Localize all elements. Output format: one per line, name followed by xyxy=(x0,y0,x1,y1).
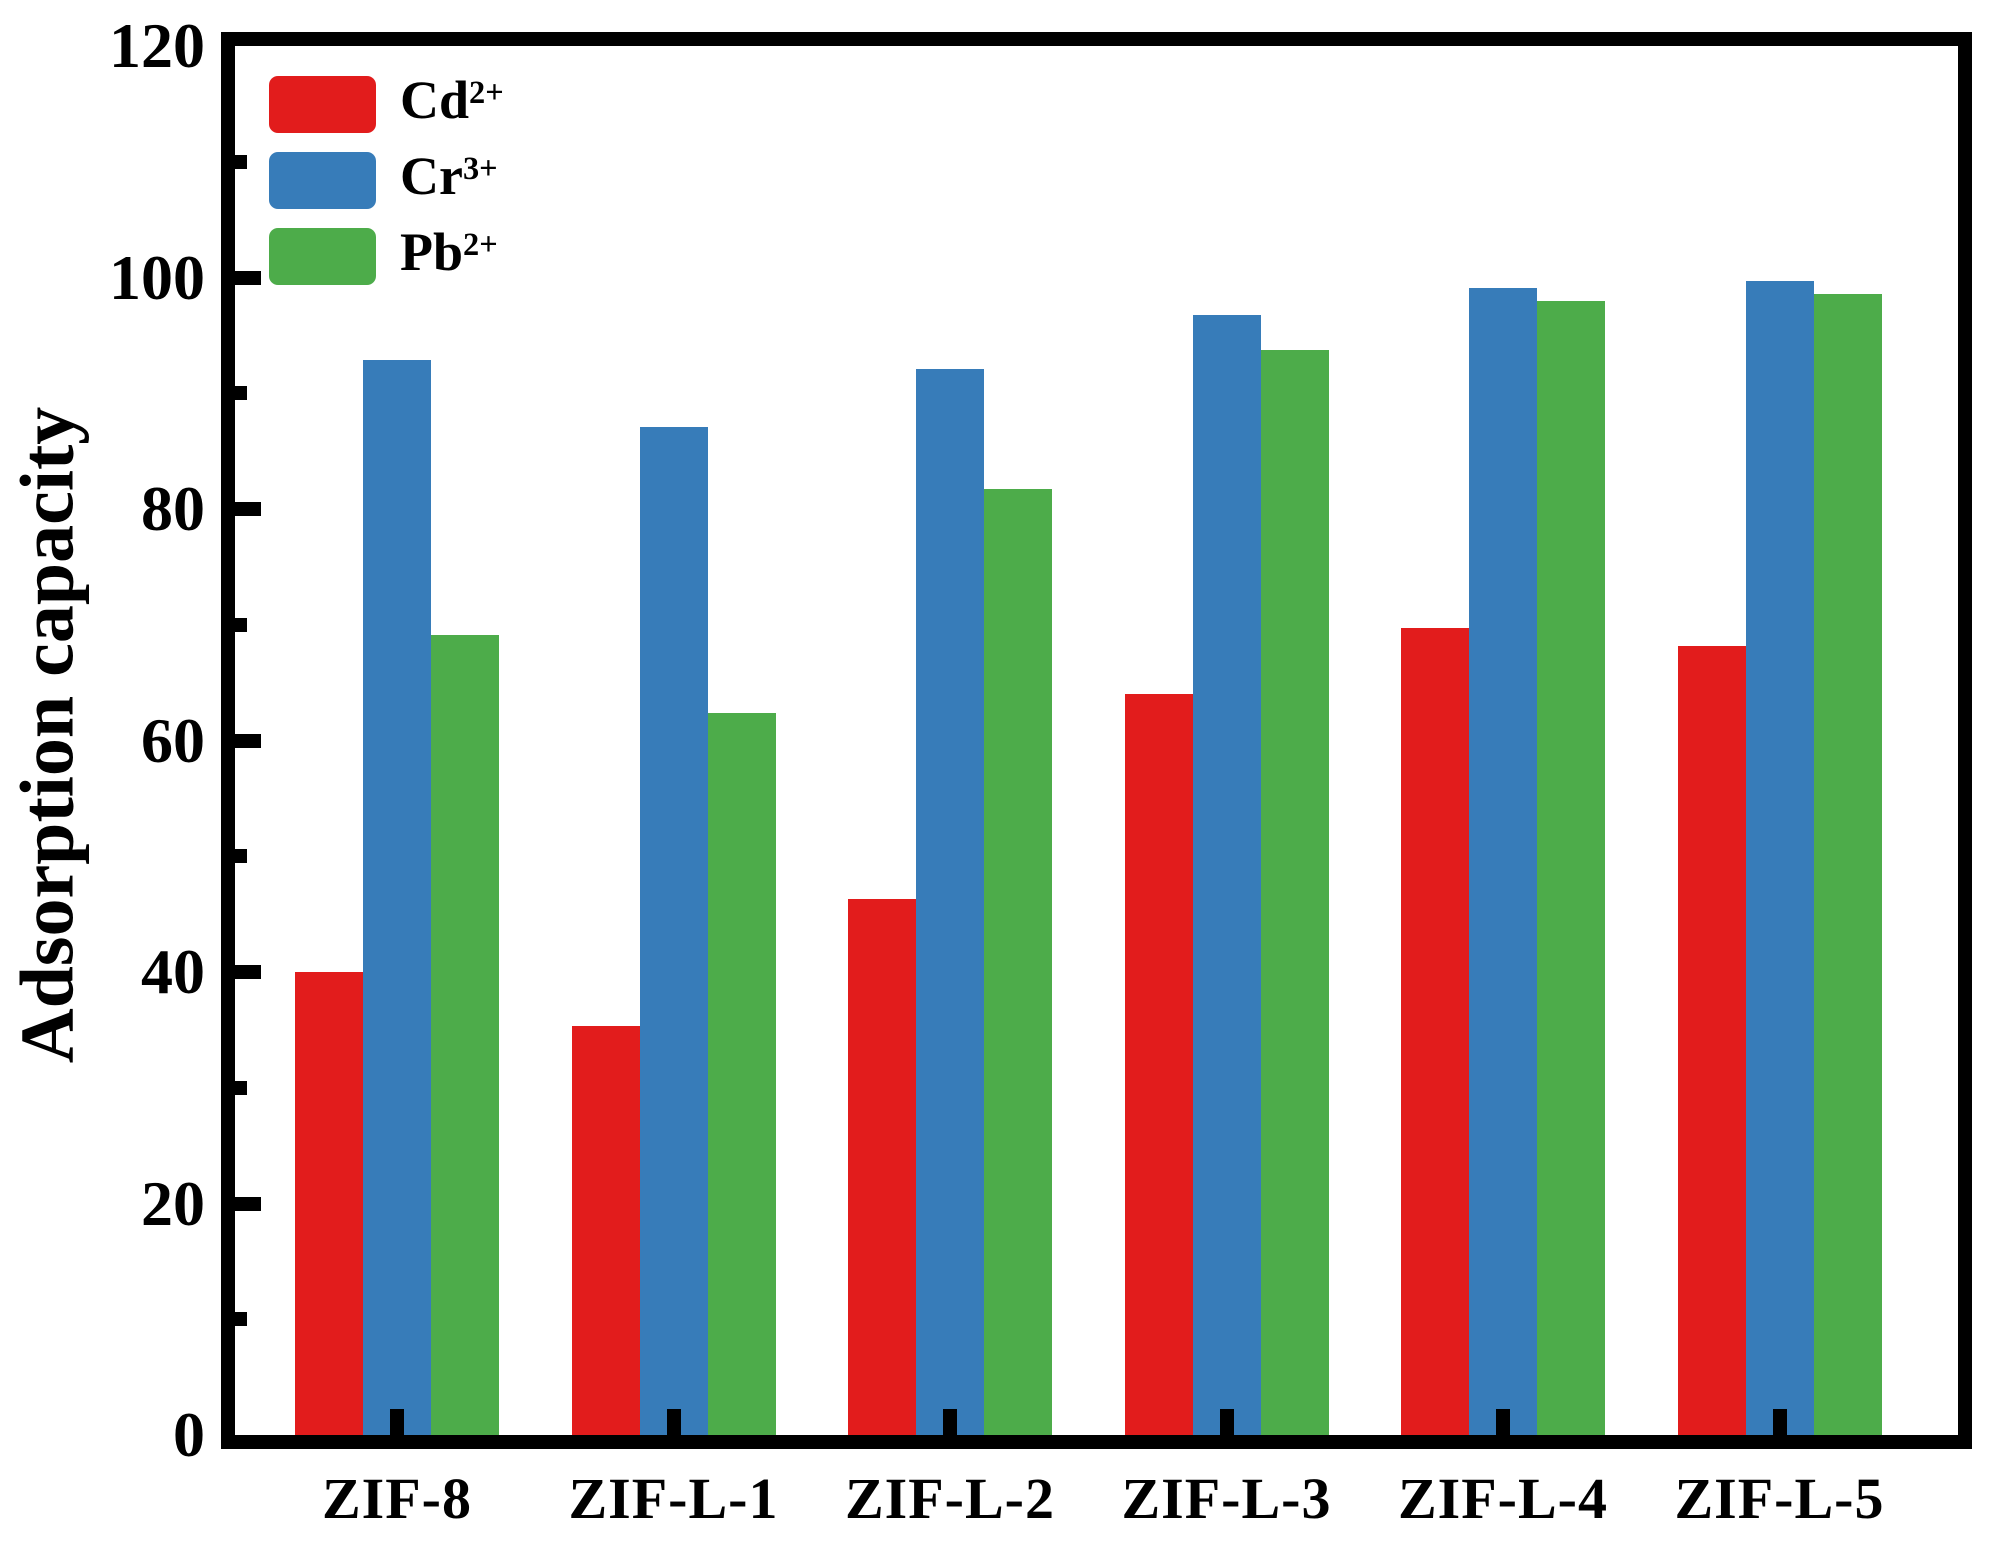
y-tick-label-60: 60 xyxy=(141,704,205,776)
y-minor-tick-30 xyxy=(235,1080,247,1095)
y-tick-label-80: 80 xyxy=(141,473,205,544)
x-tick-zif-l-2 xyxy=(943,1409,957,1435)
y-minor-tick-90 xyxy=(235,386,247,401)
legend-label-cd: Cd2+ xyxy=(400,70,504,130)
bar-zif-l-3-pb xyxy=(1260,350,1329,1435)
legend-item-cr: Cr3+ xyxy=(269,148,504,213)
x-tick-zif-l-5 xyxy=(1772,1409,1787,1435)
y-tick-label-0: 0 xyxy=(173,1399,205,1470)
y-major-tick-60 xyxy=(235,733,261,748)
bar-zif-l-5-pb xyxy=(1813,293,1882,1435)
x-tick-label-zif-l-5: ZIF-L-5 xyxy=(1674,1466,1885,1531)
y-minor-tick-70 xyxy=(235,617,247,632)
legend-swatch-cr-icon xyxy=(269,152,376,209)
bar-zif-l-4-pb xyxy=(1537,300,1605,1435)
legend-item-pb: Pb2+ xyxy=(269,224,504,289)
legend-label-pb: Pb2+ xyxy=(400,222,498,282)
x-tick-label-zif-l-4: ZIF-L-4 xyxy=(1398,1466,1608,1531)
x-tick-label-zif-l-2: ZIF-L-2 xyxy=(845,1466,1055,1531)
bar-zif-l-3-cr xyxy=(1192,314,1261,1435)
y-major-tick-80 xyxy=(235,502,261,516)
bar-zif-8-pb xyxy=(431,635,499,1435)
y-tick-label-40: 40 xyxy=(141,936,205,1007)
x-tick-zif-l-1 xyxy=(666,1409,681,1435)
legend-label-cr: Cr3+ xyxy=(400,146,498,206)
bar-zif-l-1-cr xyxy=(639,426,708,1435)
bar-zif-l-3-cd xyxy=(1124,694,1193,1435)
bar-zif-l-2-cd xyxy=(848,899,916,1435)
plot-area: Cd2+ Cr3+ Pb2+ xyxy=(235,46,1958,1435)
plot-frame: Cd2+ Cr3+ Pb2+ xyxy=(221,32,1972,1449)
y-major-tick-40 xyxy=(235,965,261,979)
y-major-tick-100 xyxy=(235,270,261,285)
x-tick-label-zif-8: ZIF-8 xyxy=(322,1466,472,1531)
x-tick-zif-l-4 xyxy=(1496,1409,1510,1435)
bar-zif-l-1-pb xyxy=(707,712,776,1435)
x-tick-zif-8 xyxy=(390,1409,404,1435)
x-tick-label-zif-l-3: ZIF-L-3 xyxy=(1121,1466,1332,1531)
x-tick-label-zif-l-1: ZIF-L-1 xyxy=(568,1466,779,1531)
y-tick-label-20: 20 xyxy=(141,1167,205,1239)
y-minor-tick-110 xyxy=(235,154,247,169)
y-major-tick-20 xyxy=(235,1196,261,1211)
bar-zif-l-2-cr xyxy=(916,368,984,1435)
bar-zif-8-cd xyxy=(295,972,363,1435)
bar-zif-l-5-cd xyxy=(1677,645,1746,1435)
y-tick-label-120: 120 xyxy=(109,10,205,81)
bar-zif-l-1-cd xyxy=(571,1026,640,1435)
x-tick-zif-l-3 xyxy=(1219,1409,1234,1435)
bar-zif-l-4-cr xyxy=(1469,287,1537,1435)
legend: Cd2+ Cr3+ Pb2+ xyxy=(269,72,504,300)
y-tick-label-100: 100 xyxy=(109,241,205,313)
legend-label-sup-cd: 2+ xyxy=(469,75,504,112)
bar-zif-l-5-cr xyxy=(1745,280,1814,1435)
y-minor-tick-10 xyxy=(235,1312,247,1327)
bar-zif-8-cr xyxy=(363,359,431,1435)
legend-label-sup-pb: 2+ xyxy=(463,227,498,264)
bar-zif-l-4-cd xyxy=(1401,628,1469,1435)
legend-label-sup-cr: 3+ xyxy=(462,151,498,188)
bar-zif-l-2-pb xyxy=(984,489,1052,1435)
y-minor-tick-50 xyxy=(235,849,247,864)
legend-swatch-pb-icon xyxy=(269,228,376,285)
legend-item-cd: Cd2+ xyxy=(269,72,504,137)
legend-swatch-cd-icon xyxy=(269,76,376,133)
